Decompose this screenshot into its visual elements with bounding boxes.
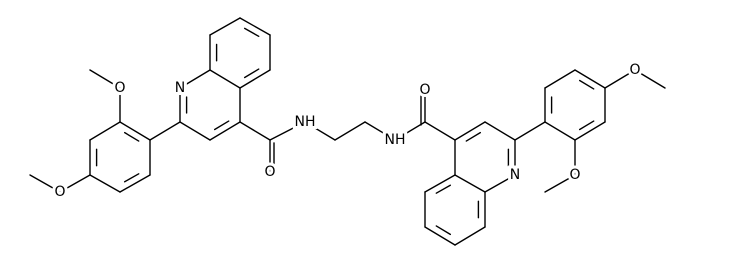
bond [334,121,366,141]
bond [484,174,516,193]
bond [119,121,151,141]
bond [544,174,576,193]
bond [59,174,91,193]
double-bond [243,27,260,38]
double-bond [123,131,140,142]
atom-label: O [264,164,275,180]
bond [574,69,606,89]
bond [89,69,121,89]
bond [424,121,456,141]
bond [269,121,306,141]
double-bond [465,131,482,142]
bond [604,69,636,89]
bond [364,121,396,141]
bond [454,226,486,246]
bond [209,17,241,36]
bond [239,17,271,36]
bond [544,121,576,141]
bond [29,174,61,193]
bond [454,121,486,141]
bond [89,174,121,193]
bond [209,121,241,141]
double-bond [123,173,140,183]
atom-label: O [629,62,640,78]
double-bond [243,68,260,79]
atom-label: O [114,80,125,96]
bond [424,226,456,246]
bond [209,69,241,89]
atom-label: NH [385,132,406,148]
bond [239,69,271,89]
bond [514,121,546,141]
bond [179,69,211,89]
bond [179,121,211,141]
bond [149,121,181,141]
bond [304,121,336,141]
bond [454,174,486,193]
bond [634,69,666,89]
atom-label: O [419,82,430,98]
bond [394,121,426,141]
atom-label: N [510,167,520,183]
bond [544,69,576,89]
bond [484,121,516,141]
atom-label: N [175,80,185,96]
double-bond [213,120,230,131]
bond [574,121,606,141]
atom-label: O [569,167,580,183]
atom-label: NH [295,114,316,130]
bond [89,121,121,141]
atom-label: O [54,184,65,200]
bond [424,174,456,193]
bond [239,121,271,141]
double-bond [578,120,595,131]
double-bond [435,184,452,194]
atom-labels: O N O NH O NH O O N O [51,59,643,203]
double-bond [578,79,595,90]
bonds [29,17,666,246]
double-bond [435,225,452,236]
bond [119,174,151,193]
